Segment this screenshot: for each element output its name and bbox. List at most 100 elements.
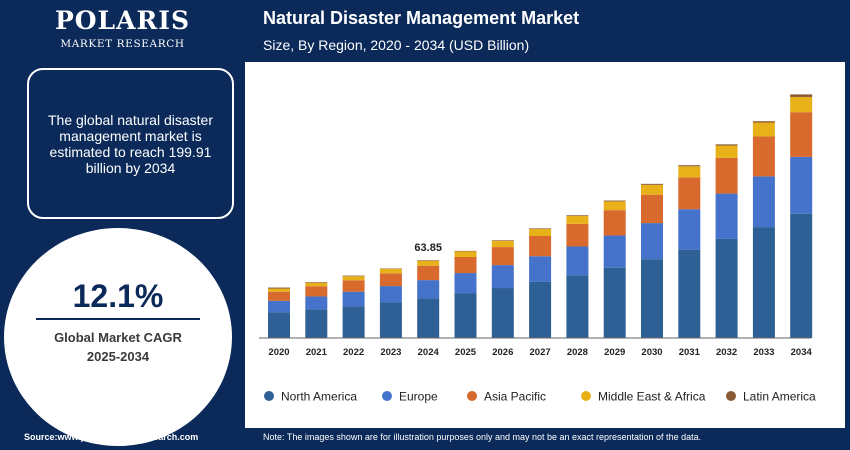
x-tick-label: 2028: [567, 347, 588, 358]
bar-asia-pacific-2020: [268, 291, 290, 301]
legend-label-latin-america: Latin America: [743, 390, 816, 404]
bar-europe-2030: [641, 223, 663, 260]
bar-north-america-2027: [529, 281, 552, 338]
bar-middle-east-and-africa-2033: [752, 122, 775, 137]
bar-europe-2033: [752, 176, 775, 228]
bar-asia-pacific-2030: [641, 194, 663, 224]
bar-europe-2026: [491, 265, 514, 289]
bar-latin-america-2024: [417, 260, 440, 261]
bar-north-america-2025: [454, 293, 477, 338]
bar-europe-2027: [529, 256, 552, 282]
cagr-divider: [36, 318, 200, 320]
bar-europe-2031: [678, 209, 701, 250]
legend-marker-latin-america: [726, 391, 736, 401]
bar-europe-2023: [379, 286, 402, 303]
bar-latin-america-2020: [268, 287, 290, 289]
bar-europe-2020: [268, 300, 290, 313]
bar-europe-2021: [305, 296, 328, 310]
bar-north-america-2023: [379, 302, 402, 338]
cagr-label: Global Market CAGR 2025-2034: [4, 328, 232, 366]
cagr-label-line2: 2025-2034: [86, 349, 150, 364]
bar-asia-pacific-2033: [752, 136, 775, 177]
source-text: Source:www.polarismarketresearch.com: [24, 432, 199, 442]
bar-europe-2022: [342, 291, 365, 307]
bar-middle-east-and-africa-2025: [454, 251, 477, 257]
bar-asia-pacific-2032: [715, 157, 738, 194]
x-tick-label: 2021: [306, 347, 328, 358]
cagr-value: 12.1%: [72, 278, 164, 314]
bar-middle-east-and-africa-2024: [417, 260, 440, 266]
bar-north-america-2024: [417, 298, 440, 338]
chart-panel: 2020 2021 2022 2023 2024 2025 2026 2027 2028 2029…: [245, 62, 845, 428]
x-tick-label: 2025: [455, 347, 477, 358]
x-tick-label: 2032: [716, 347, 737, 358]
x-tick-label: 2023: [380, 347, 401, 358]
bar-asia-pacific-2023: [379, 273, 402, 287]
bar-north-america-2020: [268, 312, 290, 338]
disclaimer-note: Note: The images shown are for illustrat…: [263, 432, 702, 442]
bar-north-america-2022: [342, 306, 365, 338]
legend-marker-north-america: [264, 391, 274, 401]
x-tick-label: 2033: [753, 347, 774, 358]
brand-name: POLARIS: [54, 6, 191, 35]
bar-middle-east-and-africa-2032: [715, 145, 738, 158]
bar-latin-america-2034: [790, 94, 813, 97]
bar-north-america-2026: [491, 288, 514, 338]
x-tick-label: 2034: [791, 347, 813, 358]
bar-europe-2025: [454, 273, 477, 294]
brand-logo: POLARIS MARKET RESEARCH: [0, 0, 245, 62]
bar-asia-pacific-2025: [454, 256, 477, 274]
cagr-circle: [4, 228, 232, 446]
bar-europe-2029: [603, 235, 626, 268]
legend-label-north-america: North America: [281, 390, 357, 404]
legend-label-asia-pacific: Asia Pacific: [484, 390, 546, 404]
bar-latin-america-2022: [342, 275, 365, 277]
bar-europe-2028: [566, 246, 589, 276]
bar-north-america-2029: [603, 267, 626, 338]
bar-latin-america-2021: [305, 282, 328, 283]
bar-asia-pacific-2027: [529, 236, 552, 257]
legend-marker-middle-east-and-africa: [581, 391, 591, 401]
x-tick-label: 2022: [343, 347, 364, 358]
bar-middle-east-and-africa-2022: [342, 276, 365, 281]
chart-subtitle: Size, By Region, 2020 - 2034 (USD Billio…: [263, 37, 530, 53]
bar-middle-east-and-africa-2021: [305, 282, 328, 287]
bar-europe-2034: [790, 156, 813, 214]
bar-latin-america-2031: [678, 165, 701, 167]
x-tick-label: 2029: [604, 347, 625, 358]
x-tick-label: 2031: [679, 347, 701, 358]
bar-north-america-2032: [715, 238, 738, 338]
chart-title: Natural Disaster Management Market: [263, 8, 580, 28]
bar-middle-east-and-africa-2034: [790, 96, 813, 113]
bar-latin-america-2033: [752, 121, 775, 123]
x-tick-label: 2027: [530, 347, 551, 358]
bar-middle-east-and-africa-2030: [641, 184, 663, 195]
bar-latin-america-2029: [603, 200, 626, 202]
bar-middle-east-and-africa-2020: [268, 288, 290, 292]
bar-north-america-2031: [678, 249, 701, 338]
bar-asia-pacific-2028: [566, 223, 589, 247]
market-summary-text: The global natural disaster management m…: [48, 111, 213, 176]
bar-asia-pacific-2021: [305, 286, 328, 297]
x-tick-label: 2020: [268, 347, 289, 358]
bar-latin-america-2027: [529, 228, 552, 230]
legend-marker-europe: [382, 391, 392, 401]
x-tick-label: 2024: [418, 347, 440, 358]
brand-subtitle: MARKET RESEARCH: [60, 38, 185, 50]
stacked-bar-chart: 2020 2021 2022 2023 2024 2025 2026 2027 2028 2029…: [259, 94, 816, 404]
bar-asia-pacific-2031: [678, 177, 701, 210]
legend-label-europe: Europe: [399, 390, 438, 404]
bar-north-america-2021: [305, 309, 328, 338]
bar-middle-east-and-africa-2028: [566, 216, 589, 224]
bar-asia-pacific-2034: [790, 112, 813, 157]
bar-asia-pacific-2022: [342, 280, 365, 292]
bar-asia-pacific-2026: [491, 247, 514, 266]
bar-middle-east-and-africa-2026: [491, 240, 514, 248]
bar-latin-america-2030: [641, 183, 663, 185]
bar-north-america-2033: [752, 227, 775, 338]
bar-middle-east-and-africa-2029: [603, 201, 626, 211]
bar-north-america-2030: [641, 259, 663, 338]
bar-latin-america-2026: [491, 240, 514, 241]
bar-asia-pacific-2024: [417, 265, 440, 281]
x-tick-label: 2030: [641, 347, 662, 358]
